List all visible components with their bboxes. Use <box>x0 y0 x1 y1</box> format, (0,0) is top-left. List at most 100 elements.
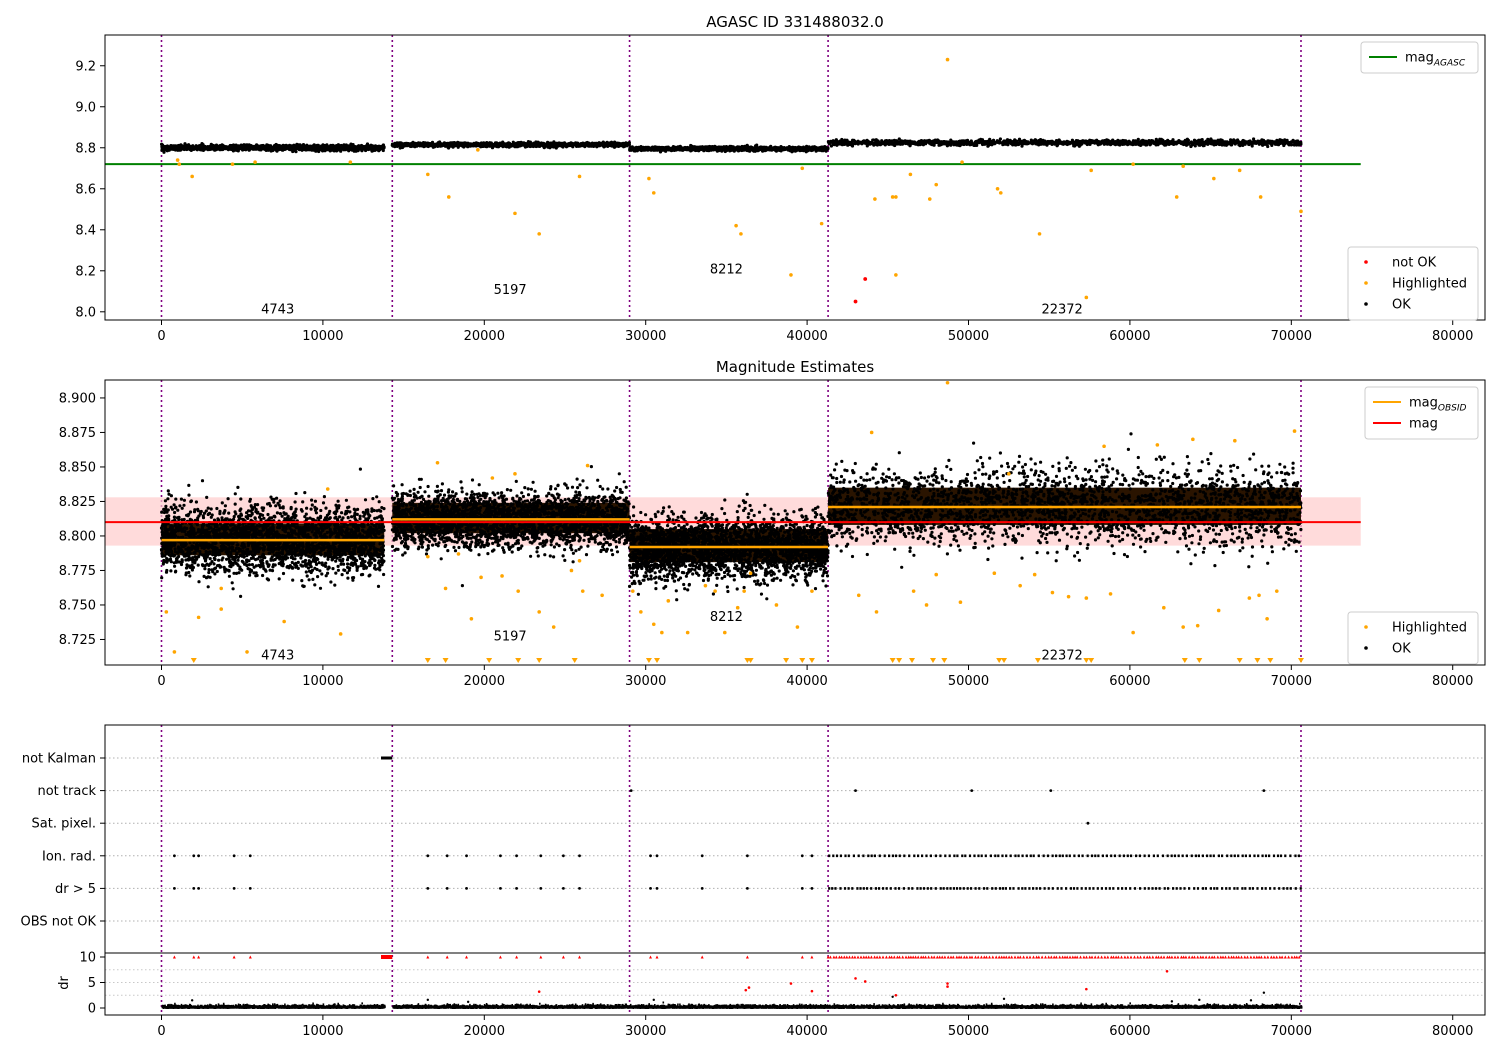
highlighted-point <box>230 162 235 166</box>
highlighted-point <box>577 558 582 563</box>
highlighted-point <box>739 232 743 236</box>
x-tick-label: 20000 <box>464 674 505 689</box>
off-scale-marker <box>1254 658 1261 663</box>
x-tick-label: 60000 <box>1109 1024 1150 1039</box>
highlighted-point <box>1037 232 1042 236</box>
dr-high-point <box>789 982 793 985</box>
highlighted-point <box>348 160 353 164</box>
highlighted-point <box>810 589 814 593</box>
highlighted-point <box>469 616 474 621</box>
highlighted-point <box>245 650 249 654</box>
legend-point-swatch <box>1364 302 1368 306</box>
highlighted-point <box>789 273 793 277</box>
highlighted-point <box>537 232 541 236</box>
flag-mark <box>499 887 502 890</box>
flag-mark <box>515 887 518 890</box>
ok-points-cluster <box>160 141 386 154</box>
flag-mark <box>745 854 749 858</box>
legend-label: Highlighted <box>1392 621 1467 636</box>
legend-label-text: Highlighted <box>1392 621 1467 636</box>
highlighted-point <box>869 430 874 435</box>
highlighted-point <box>219 607 224 611</box>
flag-label: Ion. rad. <box>42 849 96 864</box>
x-tick-label: 70000 <box>1271 674 1312 689</box>
highlighted-point <box>945 380 950 385</box>
off-scale-marker <box>486 658 493 663</box>
x-tick-label: 80000 <box>1432 1024 1473 1039</box>
highlighted-point <box>490 476 495 480</box>
highlighted-point <box>426 172 430 177</box>
flag-mark <box>465 854 468 858</box>
x-tick-label: 0 <box>157 1024 165 1039</box>
highlighted-point <box>1108 592 1113 596</box>
highlighted-point <box>1131 630 1135 635</box>
panel-agasc-frame <box>104 34 1486 321</box>
flag-mark <box>232 887 236 890</box>
legend-label: mag <box>1409 417 1438 432</box>
highlighted-point <box>894 195 898 199</box>
dr-high-point <box>863 980 867 983</box>
legend-point-swatch <box>1364 625 1368 629</box>
highlighted-point <box>1212 176 1216 181</box>
x-tick-label: 30000 <box>625 329 666 344</box>
highlighted-point <box>735 605 740 610</box>
x-tick-label: 40000 <box>786 674 827 689</box>
highlighted-point <box>338 632 343 636</box>
x-tick-label: 10000 <box>302 674 343 689</box>
highlighted-point <box>934 572 939 577</box>
flag-mark <box>649 887 652 890</box>
highlighted-point <box>651 191 656 195</box>
x-tick-label: 60000 <box>1109 329 1150 344</box>
off-scale-marker <box>1034 658 1041 663</box>
off-scale-marker <box>190 658 197 663</box>
legend-point-swatch <box>1364 260 1368 264</box>
dr-high-point <box>946 985 949 988</box>
highlighted-point <box>874 610 879 614</box>
flag-mark <box>248 887 252 890</box>
highlighted-point <box>894 273 898 277</box>
x-tick-label: 80000 <box>1432 674 1473 689</box>
off-scale-marker <box>747 658 754 663</box>
y-tick-label: 8.875 <box>59 426 96 441</box>
highlighted-point <box>516 589 520 593</box>
dr-ok-outlier <box>426 998 430 1002</box>
highlighted-point <box>998 191 1003 195</box>
y-tick-label: 9.2 <box>75 59 96 74</box>
x-tick-label: 50000 <box>948 329 989 344</box>
highlighted-point <box>1191 437 1195 442</box>
legend-agasc-top: magAGASC <box>1360 41 1479 74</box>
highlighted-point <box>1084 596 1089 600</box>
highlighted-point <box>1174 195 1179 199</box>
off-scale-marker <box>909 658 916 663</box>
x-tick-label: 40000 <box>786 1024 827 1039</box>
dr-tick-label: 0 <box>88 1002 96 1017</box>
highlighted-point <box>456 552 461 556</box>
y-tick-label: 8.6 <box>75 182 96 197</box>
highlighted-point <box>795 625 800 629</box>
highlighted-point <box>911 589 916 593</box>
flag-mark <box>561 887 565 890</box>
legend-label-text: mag <box>1409 417 1438 432</box>
dr-high-point <box>1085 987 1088 991</box>
obsid-count-label: 22372 <box>1041 649 1082 664</box>
flag-mark <box>800 887 804 890</box>
off-scale-marker <box>654 658 660 663</box>
obsid-count-label: 8212 <box>710 610 743 625</box>
highlighted-point <box>630 589 635 593</box>
y-tick-label: 8.775 <box>59 564 96 579</box>
legend-label: not OK <box>1392 256 1437 271</box>
flag-mark <box>578 887 581 890</box>
obsid-count-label: 22372 <box>1041 303 1082 318</box>
dr-high-point <box>854 977 857 980</box>
x-tick-label: 20000 <box>464 329 505 344</box>
highlighted-point <box>856 593 861 598</box>
highlighted-point <box>647 176 651 181</box>
off-scale-marker <box>1298 658 1304 663</box>
highlighted-point <box>164 610 169 614</box>
legend-point-swatch <box>1364 281 1368 285</box>
legend-label: OK <box>1392 298 1411 313</box>
x-tick-label: 50000 <box>948 1024 989 1039</box>
highlighted-point <box>890 195 895 199</box>
off-scale-marker <box>1236 658 1243 663</box>
